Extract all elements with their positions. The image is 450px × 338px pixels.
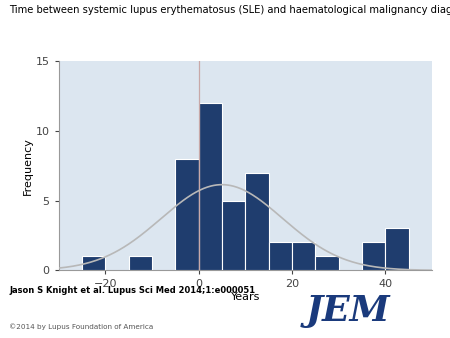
Bar [315,257,338,270]
Bar [269,242,292,270]
Bar [198,103,222,270]
Text: ©2014 by Lupus Foundation of America: ©2014 by Lupus Foundation of America [9,323,153,330]
X-axis label: Years: Years [230,292,260,302]
Bar [245,173,269,270]
Text: JEM: JEM [306,294,391,328]
Text: Jason S Knight et al. Lupus Sci Med 2014;1:e000051: Jason S Knight et al. Lupus Sci Med 2014… [9,286,255,295]
Text: Time between systemic lupus erythematosus (SLE) and haematological malignancy di: Time between systemic lupus erythematosu… [9,5,450,15]
Bar [129,257,152,270]
Bar [292,242,315,270]
Bar [362,242,385,270]
Bar [175,159,198,270]
Bar [82,257,105,270]
Y-axis label: Frequency: Frequency [22,137,33,195]
Bar [222,200,245,270]
Bar [385,228,409,270]
